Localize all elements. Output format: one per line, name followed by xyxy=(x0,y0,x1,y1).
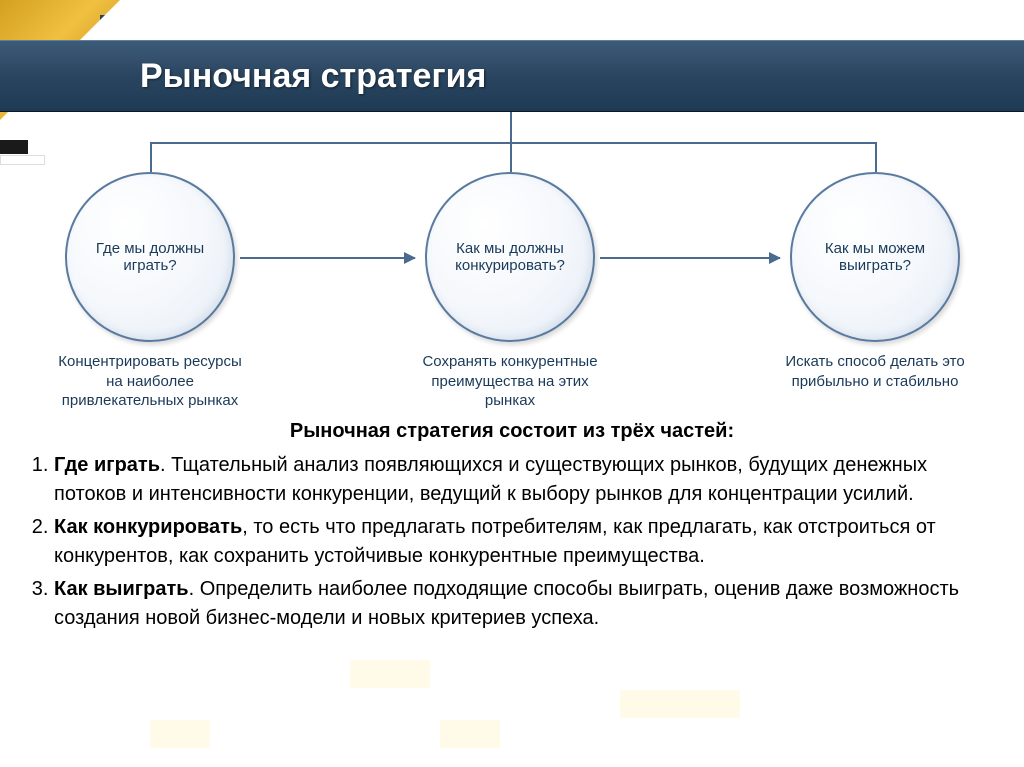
connector-v xyxy=(150,142,152,172)
connector-h xyxy=(150,142,875,144)
body-item-rest: . Определить наиболее подходящие способы… xyxy=(54,578,959,629)
circle-caption-1: Концентрировать ресурсы на наиболее прив… xyxy=(50,352,250,411)
circle-question: Где мы должны играть? xyxy=(67,240,233,274)
body-item-bold: Как конкурировать xyxy=(54,516,242,538)
strategy-circle-1: Где мы должны играть? xyxy=(65,172,235,342)
body-item-3: Как выиграть. Определить наиболее подход… xyxy=(54,575,1004,633)
circle-question: Как мы можем выиграть? xyxy=(792,240,958,274)
body-list: Где играть. Тщательный анализ появляющих… xyxy=(20,451,1004,633)
flow-arrow-1 xyxy=(240,257,415,259)
body-item-2: Как конкурировать, то есть что предлагат… xyxy=(54,513,1004,571)
strategy-circle-2: Как мы должны конкурировать? xyxy=(425,172,595,342)
strategy-diagram: Где мы должны играть? Как мы должны конку… xyxy=(0,112,1024,392)
slide-header: Рыночная стратегия xyxy=(0,40,1024,112)
strategy-circle-3: Как мы можем выиграть? xyxy=(790,172,960,342)
body-item-bold: Где играть xyxy=(54,454,160,476)
flow-arrow-2 xyxy=(600,257,780,259)
body-item-1: Где играть. Тщательный анализ появляющих… xyxy=(54,451,1004,509)
connector-v xyxy=(875,142,877,172)
body-text: Рыночная стратегия состоит из трёх часте… xyxy=(20,420,1004,637)
highlight-tint xyxy=(150,720,210,748)
highlight-tint xyxy=(620,690,740,718)
highlight-tint xyxy=(440,720,500,748)
highlight-tint xyxy=(350,660,430,688)
circle-question: Как мы должны конкурировать? xyxy=(427,240,593,274)
circle-caption-2: Сохранять конкурентные преимущества на э… xyxy=(410,352,610,411)
body-item-rest: . Тщательный анализ появляющихся и сущес… xyxy=(54,454,927,505)
connector-v xyxy=(510,142,512,172)
body-title: Рыночная стратегия состоит из трёх часте… xyxy=(20,420,1004,443)
circle-caption-3: Искать способ делать это прибыльно и ста… xyxy=(775,352,975,391)
connector-trunk xyxy=(510,112,512,142)
slide-title: Рыночная стратегия xyxy=(140,57,486,96)
body-item-bold: Как выиграть xyxy=(54,578,189,600)
